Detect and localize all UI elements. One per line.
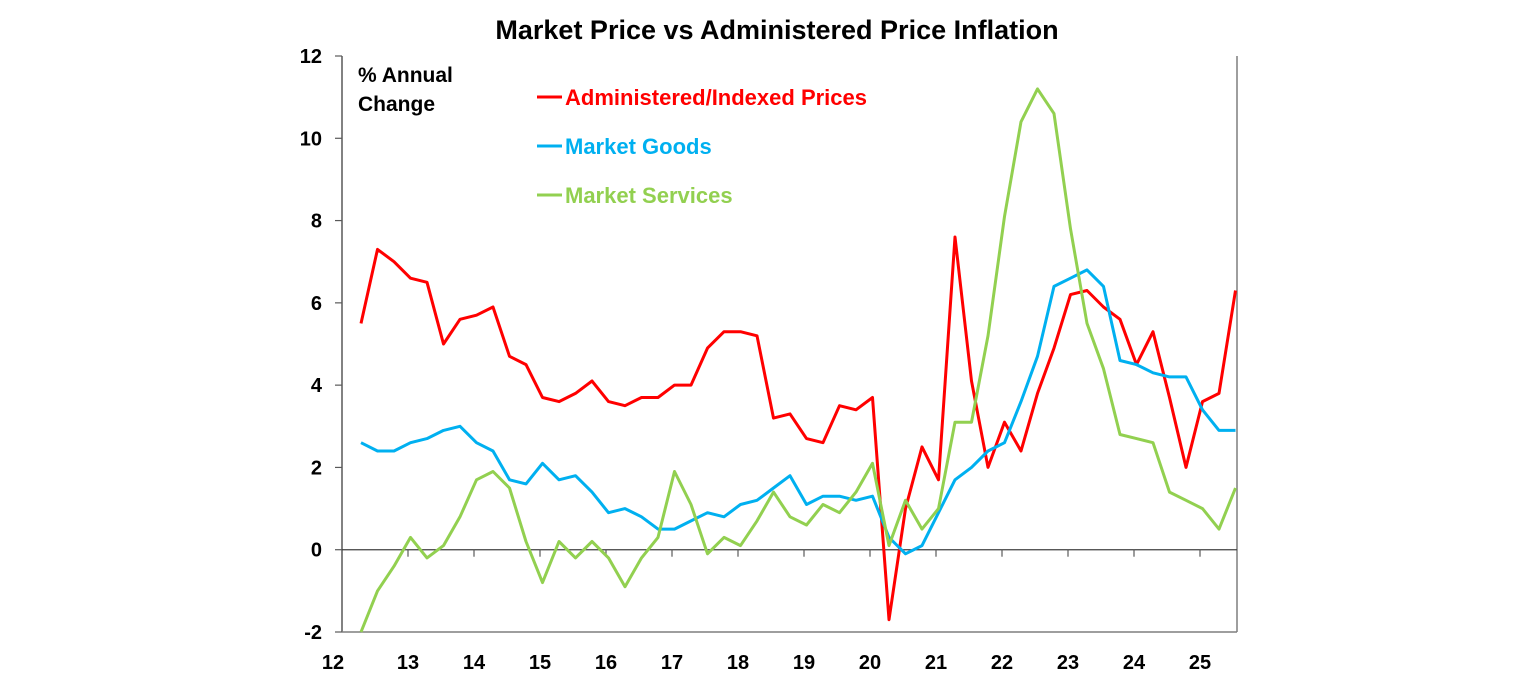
x-tick-label: 25: [1189, 652, 1211, 674]
y-tick-label: 6: [311, 293, 322, 315]
x-tick-label: 20: [859, 652, 881, 674]
x-tick-label: 12: [322, 652, 344, 674]
series-line-2: [359, 87, 1237, 633]
x-tick-label: 23: [1057, 652, 1079, 674]
legend-label-2: Market Services: [565, 183, 733, 208]
x-tick-label: 22: [991, 652, 1013, 674]
legend-label-0: Administered/Indexed Prices: [565, 85, 867, 110]
x-tick-label: 24: [1123, 652, 1146, 674]
chart-title: Market Price vs Administered Price Infla…: [495, 15, 1058, 45]
x-tick-label: 19: [793, 652, 815, 674]
x-tick-label: 16: [595, 652, 617, 674]
x-tick-label: 18: [727, 652, 749, 674]
x-tick-label: 14: [463, 652, 486, 674]
y-axis-label-line-1: % Annual: [358, 64, 453, 87]
x-tick-label: 13: [397, 652, 419, 674]
x-tick-label: 15: [529, 652, 551, 674]
y-tick-label: -2: [304, 622, 322, 644]
y-tick-label: 12: [300, 46, 322, 68]
y-tick-label: 10: [300, 128, 322, 150]
legend-label-1: Market Goods: [565, 134, 712, 159]
y-tick-label: 0: [311, 540, 322, 562]
y-tick-label: 8: [311, 211, 322, 233]
x-tick-label: 21: [925, 652, 947, 674]
y-tick-label: 2: [311, 457, 322, 479]
y-tick-label: 4: [311, 375, 323, 397]
x-tick-label: 17: [661, 652, 683, 674]
y-axis-label-line-2: Change: [358, 93, 435, 116]
legend: Administered/Indexed Prices Market Goods M…: [537, 85, 867, 208]
series-line-0: [359, 235, 1237, 622]
series-line-1: [360, 268, 1236, 556]
series-lines: [359, 87, 1237, 633]
